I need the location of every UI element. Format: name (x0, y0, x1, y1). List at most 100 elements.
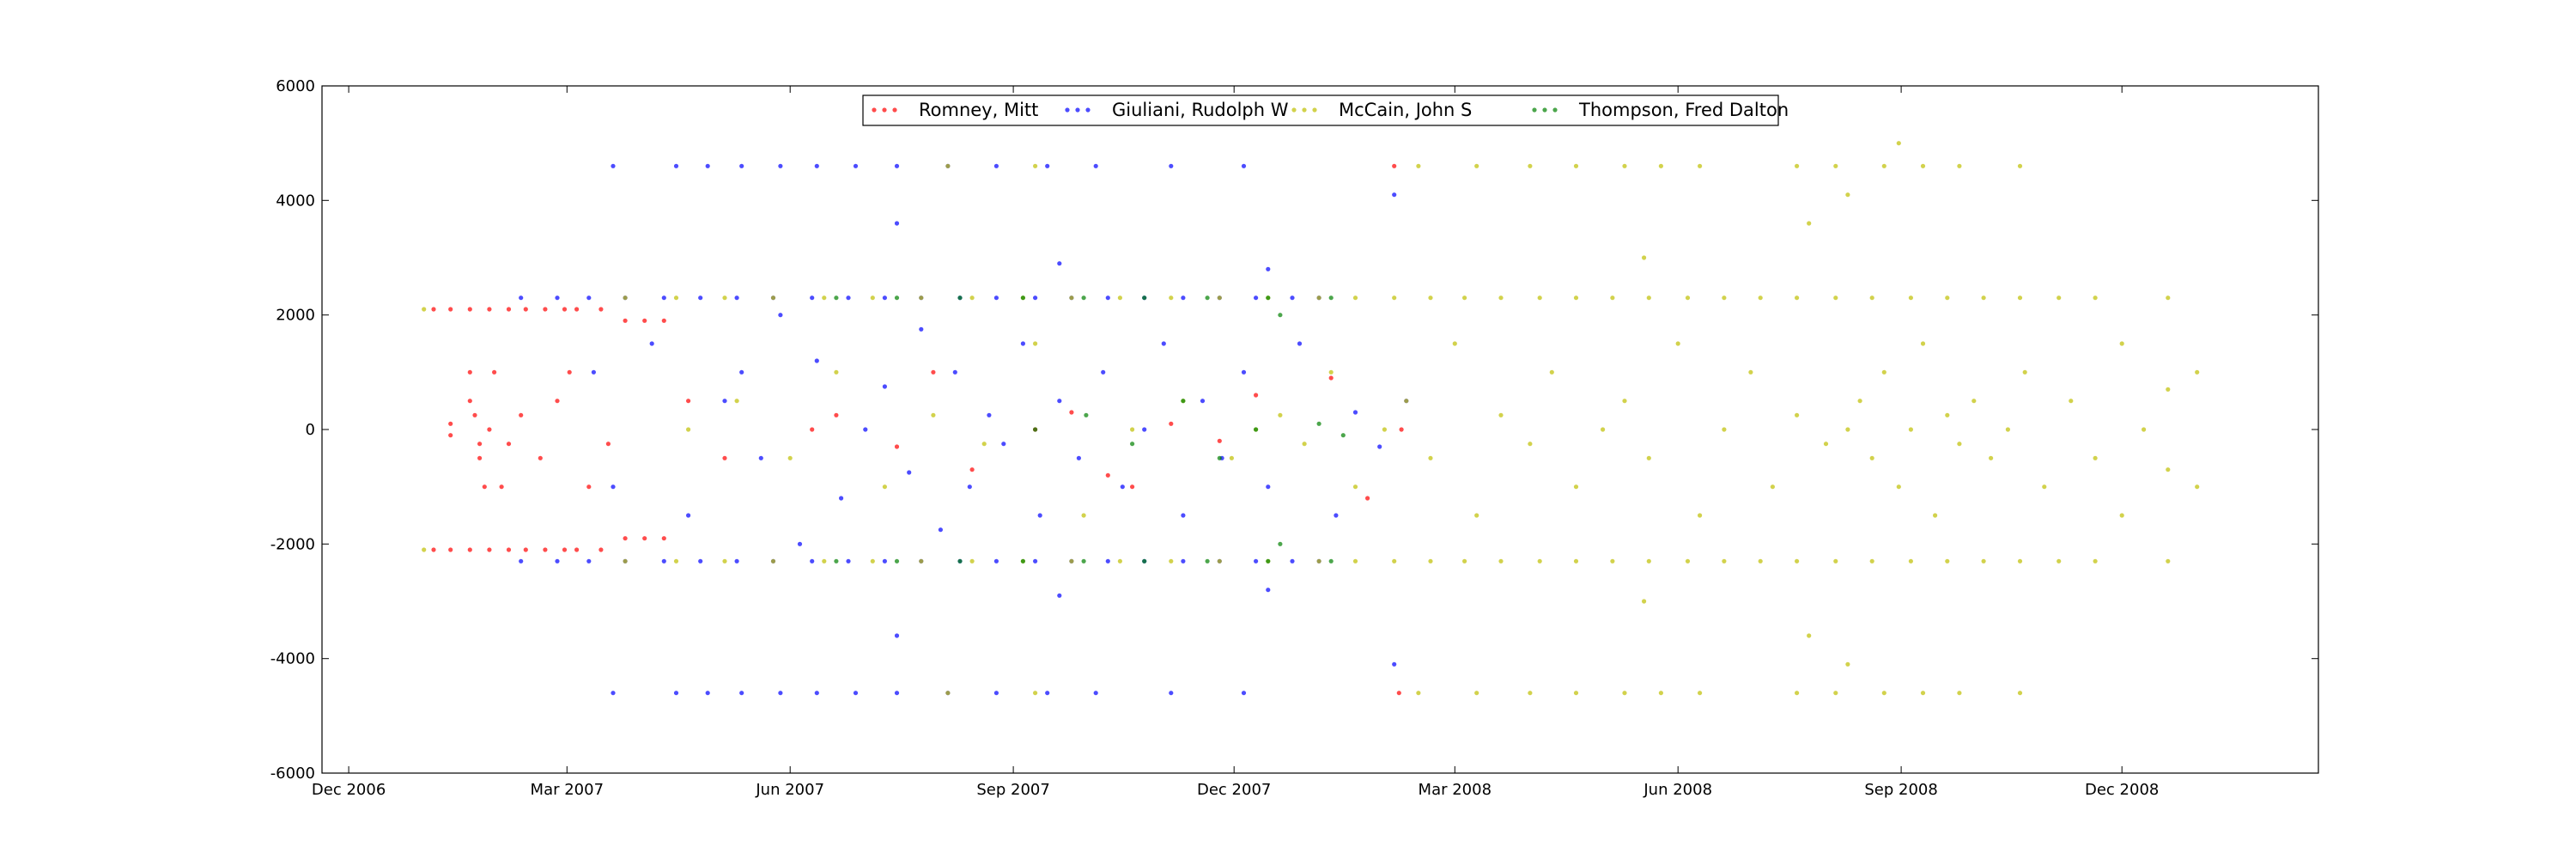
data-point (1105, 295, 1110, 301)
data-point (2017, 691, 2023, 696)
data-point (870, 558, 875, 564)
data-point (2017, 163, 2023, 168)
data-point (969, 558, 975, 564)
data-point (1254, 427, 1259, 432)
data-point (1396, 691, 1401, 696)
data-point (2119, 341, 2124, 346)
data-point (1933, 513, 1938, 518)
data-point (993, 163, 999, 168)
x-tick-label: Dec 2008 (2085, 781, 2159, 799)
data-point (555, 558, 560, 564)
data-point (919, 558, 924, 564)
data-point (1698, 513, 1703, 518)
data-point (969, 467, 975, 472)
data-point (907, 470, 912, 475)
data-point (506, 307, 512, 312)
data-point (1869, 455, 1874, 460)
data-point (1392, 163, 1397, 168)
data-point (1392, 295, 1397, 301)
data-point (894, 221, 900, 226)
data-point (2057, 295, 2062, 301)
data-point (1399, 427, 1404, 432)
data-point (574, 547, 580, 552)
data-point (698, 295, 703, 301)
data-point (969, 295, 975, 301)
data-point (739, 369, 744, 375)
data-point (1297, 341, 1303, 346)
data-point (1833, 163, 1838, 168)
data-point (1646, 558, 1651, 564)
x-tick-label: Jun 2007 (755, 781, 824, 799)
data-point (882, 384, 887, 389)
data-point (2069, 399, 2074, 404)
data-point (882, 295, 887, 301)
data-point (1181, 513, 1186, 518)
data-point (1549, 369, 1554, 375)
data-point (1020, 341, 1025, 346)
legend: Romney, Mitt Giuliani, Rudolph W McCain, J… (862, 94, 1789, 126)
data-point (1795, 412, 1800, 417)
data-point (623, 295, 628, 301)
data-point (1169, 163, 1174, 168)
data-points (422, 141, 2200, 696)
data-point (523, 307, 528, 312)
data-point (1057, 261, 1062, 266)
data-point (778, 691, 783, 696)
data-point (894, 633, 900, 638)
data-point (1462, 295, 1467, 301)
data-point (1328, 295, 1334, 301)
data-point (734, 399, 739, 404)
data-point (1920, 691, 1926, 696)
data-point (810, 295, 815, 301)
data-point (2166, 467, 2171, 472)
data-point (1748, 369, 1753, 375)
data-point (863, 427, 868, 432)
data-point (519, 295, 524, 301)
data-point (1474, 163, 1479, 168)
data-point (1266, 295, 1271, 301)
data-point (1241, 691, 1247, 696)
data-point (1528, 691, 1533, 696)
data-point (846, 558, 851, 564)
data-point (1241, 163, 1247, 168)
legend-marker (1065, 107, 1070, 113)
data-point (477, 442, 483, 447)
data-point (1290, 558, 1295, 564)
data-point (1675, 341, 1680, 346)
data-point (1290, 295, 1295, 301)
data-point (1573, 691, 1579, 696)
data-point (814, 691, 819, 696)
data-point (2142, 427, 2147, 432)
data-point (1646, 455, 1651, 460)
data-point (1316, 421, 1321, 426)
data-point (586, 484, 592, 490)
data-point (778, 163, 783, 168)
data-point (1181, 295, 1186, 301)
data-point (1642, 599, 1647, 604)
data-point (1142, 295, 1147, 301)
data-point (1498, 412, 1504, 417)
legend-label: McCain, John S (1339, 100, 1472, 120)
data-point (853, 163, 859, 168)
data-point (562, 307, 568, 312)
data-point (739, 163, 744, 168)
data-point (882, 484, 887, 490)
data-point (611, 163, 616, 168)
data-point (839, 496, 844, 501)
data-point (661, 295, 666, 301)
data-point (1945, 412, 1950, 417)
y-tick-label: -2000 (270, 535, 315, 553)
data-point (1474, 691, 1479, 696)
legend-marker (1291, 107, 1297, 113)
data-point (1278, 541, 1283, 546)
data-point (1033, 691, 1038, 696)
data-point (734, 295, 739, 301)
data-point (1869, 295, 1874, 301)
data-point (770, 558, 776, 564)
data-point (661, 318, 666, 323)
data-point (993, 295, 999, 301)
data-point (1601, 427, 1606, 432)
data-point (1845, 427, 1850, 432)
data-point (586, 558, 592, 564)
data-point (1101, 369, 1106, 375)
